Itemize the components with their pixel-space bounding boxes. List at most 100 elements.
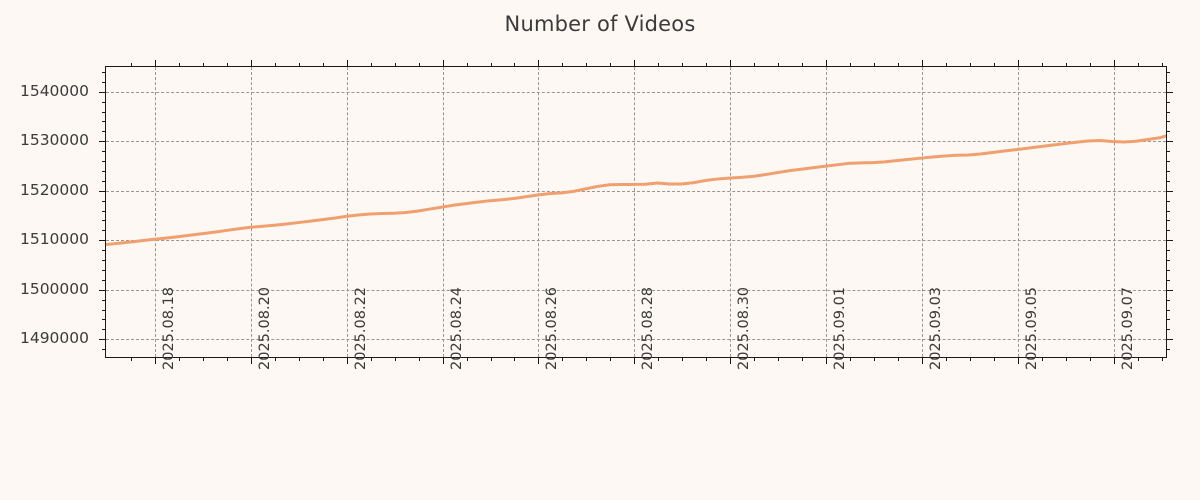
gridline-horizontal — [106, 141, 1166, 143]
gridline-vertical — [730, 67, 732, 357]
x-axis-tick — [442, 60, 444, 67]
y-axis-tick-label: 1540000 — [19, 81, 89, 100]
gridline-vertical — [922, 67, 924, 357]
x-axis-tick — [1017, 60, 1019, 67]
x-axis-tick — [154, 357, 156, 364]
x-axis-minor-tick — [946, 63, 947, 67]
x-axis-tick — [922, 60, 924, 67]
y-axis-tick — [99, 240, 106, 242]
y-axis-minor-tick — [102, 200, 106, 202]
x-axis-minor-tick — [778, 63, 780, 67]
y-axis-minor-tick — [1166, 131, 1170, 133]
x-axis-tick — [826, 60, 828, 67]
x-axis-minor-tick — [490, 357, 492, 361]
x-axis-tick-label: 2025.08.22 — [352, 286, 369, 370]
x-axis-tick — [1017, 357, 1019, 364]
x-axis-minor-tick — [874, 63, 876, 67]
gridline-vertical — [634, 67, 636, 357]
x-axis-tick — [634, 60, 636, 67]
x-axis-minor-tick — [754, 357, 756, 361]
y-axis-minor-tick — [102, 81, 106, 83]
x-axis-minor-tick — [370, 357, 372, 361]
y-axis-tick — [99, 289, 106, 291]
x-axis-minor-tick — [754, 63, 756, 67]
x-axis-minor-tick — [490, 63, 492, 67]
gridline-horizontal — [106, 190, 1166, 192]
y-axis-tick-right — [1166, 190, 1173, 192]
x-axis-minor-tick — [562, 63, 564, 67]
y-axis-minor-tick — [1166, 200, 1170, 202]
y-axis-minor-tick — [1166, 81, 1170, 83]
y-axis-tick-label: 1510000 — [19, 230, 89, 249]
gridline-vertical — [154, 67, 156, 357]
y-axis-tick-right — [1166, 240, 1173, 242]
x-axis-tick — [154, 60, 156, 67]
y-axis-minor-tick — [1166, 309, 1170, 311]
gridline-vertical — [538, 67, 540, 357]
x-axis-tick-label: 2025.09.07 — [1119, 286, 1136, 370]
x-axis-minor-tick — [418, 357, 420, 361]
x-axis-minor-tick — [993, 357, 995, 361]
x-axis-minor-tick — [874, 357, 876, 361]
x-axis-minor-tick — [1089, 357, 1091, 361]
x-axis-minor-tick — [658, 357, 660, 361]
y-axis-tick-label: 1530000 — [19, 131, 89, 150]
y-axis-minor-tick — [1166, 220, 1170, 222]
y-axis-tick — [99, 339, 106, 341]
x-axis-minor-tick — [298, 357, 300, 361]
x-axis-minor-tick — [466, 63, 468, 67]
x-axis-tick — [346, 60, 348, 67]
gridline-vertical — [442, 67, 444, 357]
gridline-horizontal — [106, 289, 1166, 291]
y-axis-minor-tick — [102, 71, 106, 73]
y-axis-tick — [99, 141, 106, 143]
x-axis-minor-tick — [226, 63, 228, 67]
x-axis-minor-tick — [394, 63, 396, 67]
y-axis-tick-label: 1490000 — [19, 329, 89, 348]
x-axis-minor-tick — [130, 357, 132, 361]
chart-title: Number of Videos — [504, 12, 696, 36]
y-axis-tick-right — [1166, 339, 1173, 341]
y-axis-minor-tick — [1166, 299, 1170, 301]
x-axis-tick — [1113, 357, 1115, 364]
y-axis-minor-tick — [1166, 210, 1170, 212]
x-axis-tick — [1113, 60, 1115, 67]
x-axis-minor-tick — [1137, 63, 1139, 67]
x-axis-minor-tick — [298, 63, 300, 67]
x-axis-tick — [250, 60, 252, 67]
x-axis-minor-tick — [562, 357, 564, 361]
gridline-horizontal — [106, 91, 1166, 93]
x-axis-tick-label: 2025.09.03 — [928, 286, 945, 370]
x-axis-minor-tick — [1161, 357, 1163, 361]
y-axis-tick-label: 1500000 — [19, 279, 89, 298]
x-axis-minor-tick — [274, 357, 276, 361]
y-axis-minor-tick — [1166, 269, 1170, 271]
y-axis-minor-tick — [102, 121, 106, 123]
y-axis-minor-tick — [1166, 260, 1170, 262]
y-axis-minor-tick — [102, 299, 106, 301]
x-axis-minor-tick — [370, 63, 372, 67]
x-axis-minor-tick — [610, 357, 612, 361]
y-axis-minor-tick — [102, 180, 106, 182]
x-axis-minor-tick — [1065, 63, 1067, 67]
x-axis-minor-tick — [226, 357, 228, 361]
x-axis-tick-label: 2025.08.30 — [736, 286, 753, 370]
y-axis-minor-tick — [102, 309, 106, 311]
x-axis-minor-tick — [682, 63, 684, 67]
y-axis-minor-tick — [1166, 349, 1170, 351]
x-axis-minor-tick — [466, 357, 468, 361]
gridline-vertical — [826, 67, 828, 357]
y-axis-minor-tick — [102, 220, 106, 222]
x-axis-minor-tick — [178, 63, 180, 67]
y-axis-minor-tick — [1166, 230, 1170, 232]
x-axis-minor-tick — [610, 63, 612, 67]
y-axis-minor-tick — [102, 279, 106, 281]
x-axis-minor-tick — [514, 357, 516, 361]
x-axis-tick — [634, 357, 636, 364]
x-axis-tick-label: 2025.09.05 — [1023, 286, 1040, 370]
y-axis-minor-tick — [1166, 319, 1170, 321]
gridline-vertical — [346, 67, 348, 357]
y-axis-tick — [99, 91, 106, 93]
x-axis-tick — [346, 357, 348, 364]
